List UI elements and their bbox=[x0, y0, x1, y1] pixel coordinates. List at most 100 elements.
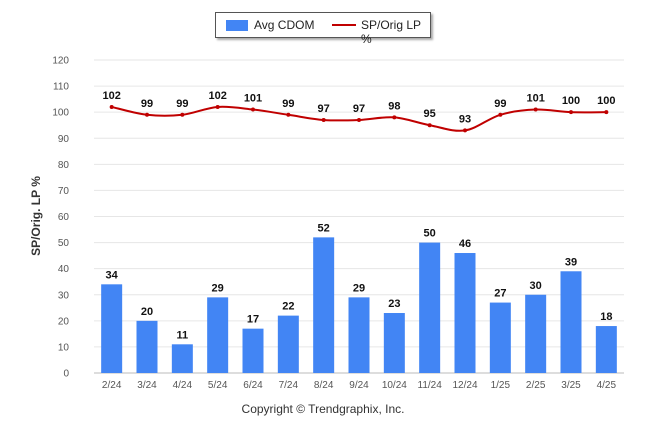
bar bbox=[560, 271, 582, 373]
y-tick-label: 10 bbox=[58, 342, 70, 353]
bar bbox=[101, 284, 123, 373]
x-tick-label: 4/24 bbox=[173, 380, 193, 391]
line-point bbox=[180, 112, 185, 117]
x-tick-label: 8/24 bbox=[314, 380, 334, 391]
copyright-text: Copyright © Trendgraphix, Inc. bbox=[241, 402, 405, 416]
y-tick-label: 100 bbox=[52, 108, 69, 119]
y-axis-ticks: 0 10 20 30 40 50 60 70 80 90 100 110 120 bbox=[52, 56, 69, 380]
bar bbox=[242, 328, 264, 373]
x-tick-label: 7/24 bbox=[279, 380, 299, 391]
bar-data-label: 50 bbox=[424, 228, 436, 240]
bar-data-label: 22 bbox=[282, 301, 294, 313]
bar bbox=[207, 297, 229, 373]
line-point bbox=[357, 117, 361, 122]
y-tick-label: 120 bbox=[52, 56, 69, 67]
line-point bbox=[463, 128, 467, 133]
legend: Avg CDOM SP/Orig LP % bbox=[215, 12, 431, 46]
x-tick-label: 6/24 bbox=[243, 380, 263, 391]
line-data-label: 101 bbox=[244, 93, 262, 105]
legend-line-label: SP/Orig LP % bbox=[361, 18, 421, 46]
y-tick-label: 90 bbox=[58, 134, 70, 145]
y-tick-label: 70 bbox=[58, 186, 70, 197]
line-data-label: 99 bbox=[282, 98, 294, 110]
bar-data-label: 34 bbox=[106, 269, 119, 281]
y-tick-label: 30 bbox=[58, 290, 70, 301]
bar bbox=[348, 297, 370, 373]
bar-data-label: 20 bbox=[141, 306, 153, 318]
bar bbox=[383, 313, 405, 373]
bar bbox=[419, 242, 441, 373]
line-data-label: 102 bbox=[208, 90, 226, 102]
legend-bar-label: Avg CDOM bbox=[254, 18, 315, 32]
x-axis-ticks: 2/24 3/24 4/24 5/24 6/24 7/24 8/24 9/24 10/24 11/… bbox=[102, 380, 617, 391]
x-tick-label: 4/25 bbox=[597, 380, 617, 391]
y-tick-label: 110 bbox=[53, 82, 69, 93]
bar-series: 34 20 11 29 17 22 52 29 23 50 46 27 30 39 18 bbox=[101, 222, 617, 373]
y-tick-label: 20 bbox=[58, 316, 70, 327]
bar-data-label: 30 bbox=[530, 280, 542, 292]
line-point bbox=[145, 112, 149, 117]
line-data-label: 102 bbox=[102, 90, 120, 102]
y-tick-label: 50 bbox=[58, 238, 70, 249]
line-data-label: 99 bbox=[494, 98, 506, 110]
bar bbox=[136, 320, 158, 373]
bar-data-label: 11 bbox=[177, 329, 189, 341]
x-tick-label: 3/25 bbox=[561, 380, 581, 391]
y-tick-label: 40 bbox=[58, 264, 70, 275]
line-point bbox=[321, 117, 326, 122]
bar-data-label: 29 bbox=[353, 282, 365, 294]
x-tick-label: 2/24 bbox=[102, 380, 122, 391]
line-series: 102 99 99 102 101 99 97 97 98 95 93 99 101 100 100 bbox=[102, 90, 616, 133]
x-tick-label: 2/25 bbox=[526, 380, 546, 391]
line-point bbox=[215, 104, 220, 109]
bar bbox=[277, 315, 299, 373]
grid-lines bbox=[94, 59, 624, 374]
legend-line-swatch bbox=[332, 24, 356, 26]
bar-data-label: 18 bbox=[600, 311, 612, 323]
line-point bbox=[427, 123, 432, 128]
line-point bbox=[251, 107, 255, 112]
line-point bbox=[286, 112, 291, 117]
bar-data-label: 52 bbox=[318, 222, 330, 234]
x-tick-label: 5/24 bbox=[208, 380, 228, 391]
bar-data-label: 29 bbox=[212, 282, 224, 294]
line-point bbox=[533, 107, 538, 112]
x-tick-label: 10/24 bbox=[382, 380, 407, 391]
line-data-label: 98 bbox=[388, 100, 400, 112]
bar bbox=[171, 344, 193, 373]
bar bbox=[595, 326, 617, 373]
bar bbox=[454, 253, 476, 373]
line-point bbox=[604, 110, 609, 115]
y-axis-label: SP/Orig. LP % bbox=[29, 176, 43, 256]
legend-bar-swatch bbox=[226, 20, 248, 31]
y-tick-label: 0 bbox=[63, 369, 69, 380]
bar-data-label: 46 bbox=[459, 238, 471, 250]
line-point bbox=[392, 115, 397, 120]
line-point bbox=[109, 104, 114, 109]
bar bbox=[313, 237, 335, 373]
line-data-label: 97 bbox=[318, 103, 330, 115]
line-data-label: 99 bbox=[141, 98, 153, 110]
x-tick-label: 11/24 bbox=[418, 380, 443, 391]
bar-data-label: 23 bbox=[388, 298, 400, 310]
line-point bbox=[498, 112, 503, 117]
line-data-label: 95 bbox=[424, 108, 436, 120]
line-data-label: 93 bbox=[459, 113, 471, 125]
x-tick-label: 1/25 bbox=[491, 380, 511, 391]
line-data-label: 97 bbox=[353, 103, 365, 115]
bar bbox=[489, 302, 511, 373]
line-data-label: 99 bbox=[176, 98, 188, 110]
x-tick-label: 9/24 bbox=[349, 380, 369, 391]
x-tick-label: 12/24 bbox=[452, 380, 477, 391]
line-point bbox=[569, 110, 573, 115]
y-tick-label: 80 bbox=[58, 160, 70, 171]
bar bbox=[525, 294, 547, 373]
line-data-label: 101 bbox=[526, 93, 544, 105]
line-data-label: 100 bbox=[597, 95, 615, 107]
line-data-label: 100 bbox=[562, 95, 580, 107]
bar-data-label: 27 bbox=[494, 288, 506, 300]
bar-data-label: 17 bbox=[247, 314, 259, 326]
bar-data-label: 39 bbox=[565, 256, 577, 268]
x-tick-label: 3/24 bbox=[137, 380, 157, 391]
